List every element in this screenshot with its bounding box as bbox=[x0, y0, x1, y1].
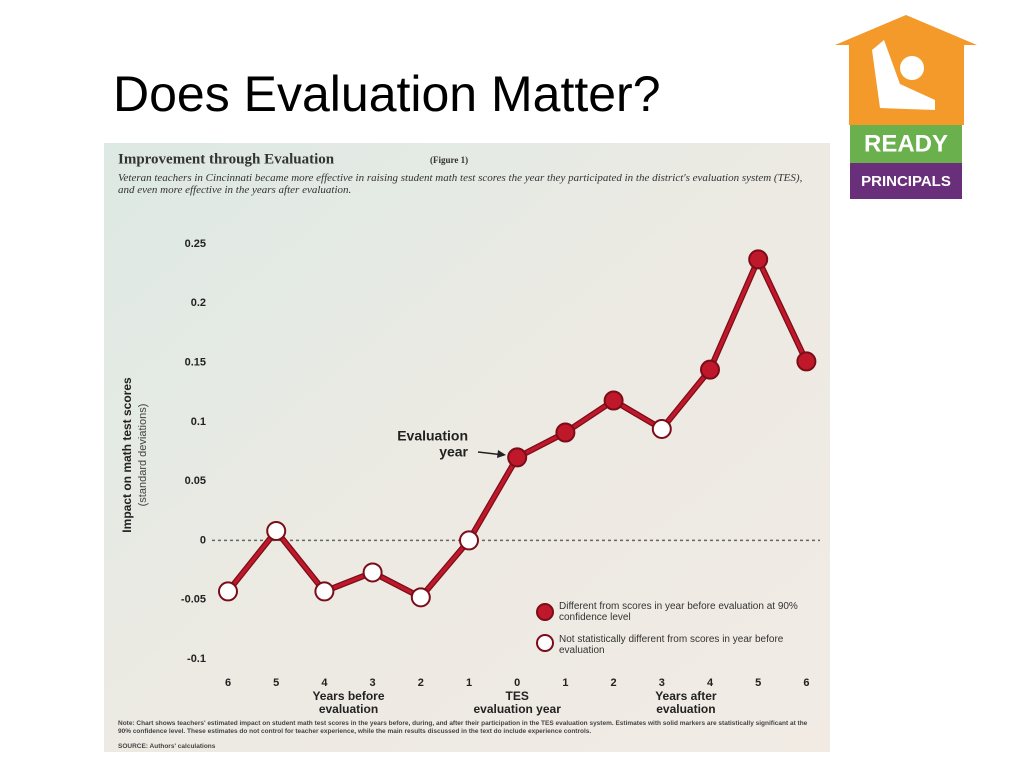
marker bbox=[555, 422, 576, 443]
logo-icon bbox=[900, 56, 924, 80]
group-label: TES bbox=[506, 689, 529, 703]
x-tick-label: 4 bbox=[707, 677, 714, 689]
annotation-arrow bbox=[497, 450, 506, 458]
y-tick-label: 0 bbox=[200, 534, 206, 546]
logo: READY PRINCIPALS bbox=[835, 15, 977, 199]
y-tick-label: 0.2 bbox=[191, 297, 206, 309]
chart-subtitle: Veteran teachers in Cincinnati became mo… bbox=[118, 172, 803, 196]
slide-title: Does Evaluation Matter? bbox=[113, 66, 661, 122]
chart-panel bbox=[104, 143, 830, 752]
chart-title: Improvement through Evaluation bbox=[118, 151, 335, 167]
annotation: year bbox=[439, 444, 468, 460]
marker bbox=[410, 587, 431, 608]
logo-text: PRINCIPALS bbox=[861, 173, 951, 190]
x-tick-label: 3 bbox=[659, 677, 665, 689]
x-tick-label: 0 bbox=[514, 677, 520, 689]
marker bbox=[266, 520, 287, 541]
figure-label: (Figure 1) bbox=[430, 155, 468, 165]
marker bbox=[362, 562, 383, 583]
x-tick-label: 6 bbox=[225, 677, 231, 689]
x-tick-label: 1 bbox=[466, 677, 472, 689]
annotation: Evaluation bbox=[397, 428, 468, 444]
y-tick-label: -0.05 bbox=[181, 594, 206, 606]
x-tick-label: 2 bbox=[418, 677, 424, 689]
group-label: evaluation bbox=[656, 702, 715, 716]
logo-bottom-box bbox=[850, 163, 962, 199]
x-tick-label: 2 bbox=[611, 677, 617, 689]
x-tick-label: 4 bbox=[321, 677, 328, 689]
marker bbox=[314, 581, 335, 602]
chart-source: SOURCE: Authors' calculations bbox=[118, 743, 216, 750]
logo-icon bbox=[872, 40, 935, 110]
legend-label: Not statistically different from scores … bbox=[559, 634, 784, 656]
marker bbox=[507, 447, 528, 468]
x-tick-label: 3 bbox=[370, 677, 376, 689]
y-tick-label: 0.15 bbox=[185, 356, 206, 368]
marker bbox=[796, 351, 817, 372]
y-tick-label: 0.25 bbox=[185, 238, 206, 250]
x-tick-label: 1 bbox=[562, 677, 568, 689]
x-tick-label: 6 bbox=[803, 677, 809, 689]
marker bbox=[603, 390, 624, 411]
x-tick-label: 5 bbox=[273, 677, 279, 689]
y-axis-label: Impact on math test scores (standard dev… bbox=[120, 377, 149, 533]
y-label: Impact on math test scores bbox=[120, 377, 134, 533]
marker bbox=[700, 359, 720, 380]
y-tick-label: -0.1 bbox=[187, 653, 206, 665]
logo-top-box bbox=[850, 125, 962, 163]
group-label: evaluation year bbox=[474, 702, 562, 716]
legend-marker bbox=[536, 634, 554, 652]
logo-text: READY bbox=[864, 130, 948, 157]
y-tick-label: 0.1 bbox=[191, 416, 206, 428]
y-tick-label: 0.05 bbox=[185, 475, 206, 487]
group-label: Years after bbox=[655, 689, 717, 703]
marker bbox=[218, 581, 238, 602]
x-tick-label: 5 bbox=[755, 677, 761, 689]
marker bbox=[748, 249, 769, 270]
legend-label: Different from scores in year before eva… bbox=[559, 601, 798, 623]
marker bbox=[651, 418, 672, 439]
group-label: Years before bbox=[312, 689, 384, 703]
marker bbox=[459, 530, 479, 551]
group-label: evaluation bbox=[319, 702, 378, 716]
chart-note: Note: Chart shows teachers' estimated im… bbox=[118, 720, 808, 735]
y-sublabel: (standard deviations) bbox=[137, 404, 149, 507]
legend-marker bbox=[536, 603, 554, 621]
